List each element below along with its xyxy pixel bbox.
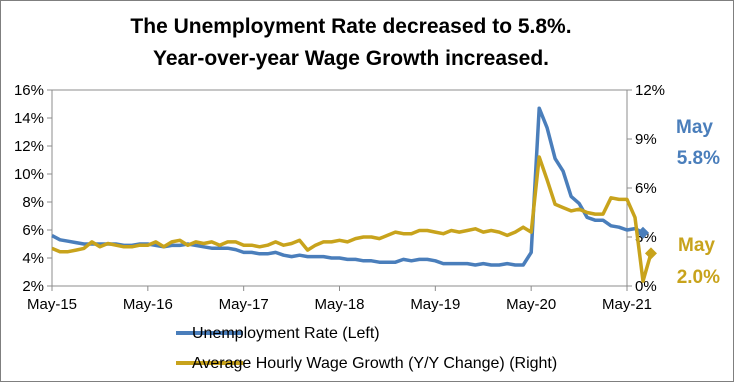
legend-label-unemployment: Unemployment Rate (Left) — [192, 325, 380, 342]
callout-wage-value: 2.0% — [677, 267, 720, 288]
x-axis-tick-label: May-15 — [27, 296, 77, 313]
chart-title-line-1: The Unemployment Rate decreased to 5.8%. — [130, 15, 572, 38]
left-axis-tick-label: 8% — [22, 194, 44, 211]
x-axis-tick-label: May-17 — [219, 296, 269, 313]
right-axis-tick-label: 6% — [635, 180, 657, 197]
chart-title-line-2: Year-over-year Wage Growth increased. — [152, 47, 550, 70]
left-axis-tick-label: 6% — [22, 222, 44, 239]
callout-unemployment-month: May — [676, 117, 713, 138]
left-axis-tick-label: 4% — [22, 250, 44, 267]
left-axis-tick-label: 10% — [14, 166, 44, 183]
series-line-wage-growth — [51, 155, 653, 283]
right-axis-tick-label: 0% — [635, 278, 657, 295]
series-end-marker-unemployment — [636, 226, 649, 239]
legend-label-wage-growth: Average Hourly Wage Growth (Y/Y Change) … — [192, 355, 557, 372]
x-axis-tick-label: May-20 — [506, 296, 556, 313]
x-axis-tick-label: May-18 — [314, 296, 364, 313]
series-end-marker-wage-growth — [644, 247, 657, 260]
x-axis-tick-label: May-19 — [410, 296, 460, 313]
left-axis-tick-label: 12% — [14, 138, 44, 155]
callout-wage-month: May — [678, 235, 715, 256]
callout-unemployment-value: 5.8% — [677, 148, 720, 169]
right-axis-tick-label: 12% — [635, 82, 665, 99]
left-axis-tick-label: 16% — [14, 82, 44, 99]
left-axis-tick-label: 14% — [14, 110, 44, 127]
right-axis-tick-label: 9% — [635, 131, 657, 148]
x-axis-tick-label: May-21 — [602, 296, 652, 313]
x-axis-tick-label: May-16 — [123, 296, 173, 313]
left-axis-tick-label: 2% — [22, 278, 44, 295]
